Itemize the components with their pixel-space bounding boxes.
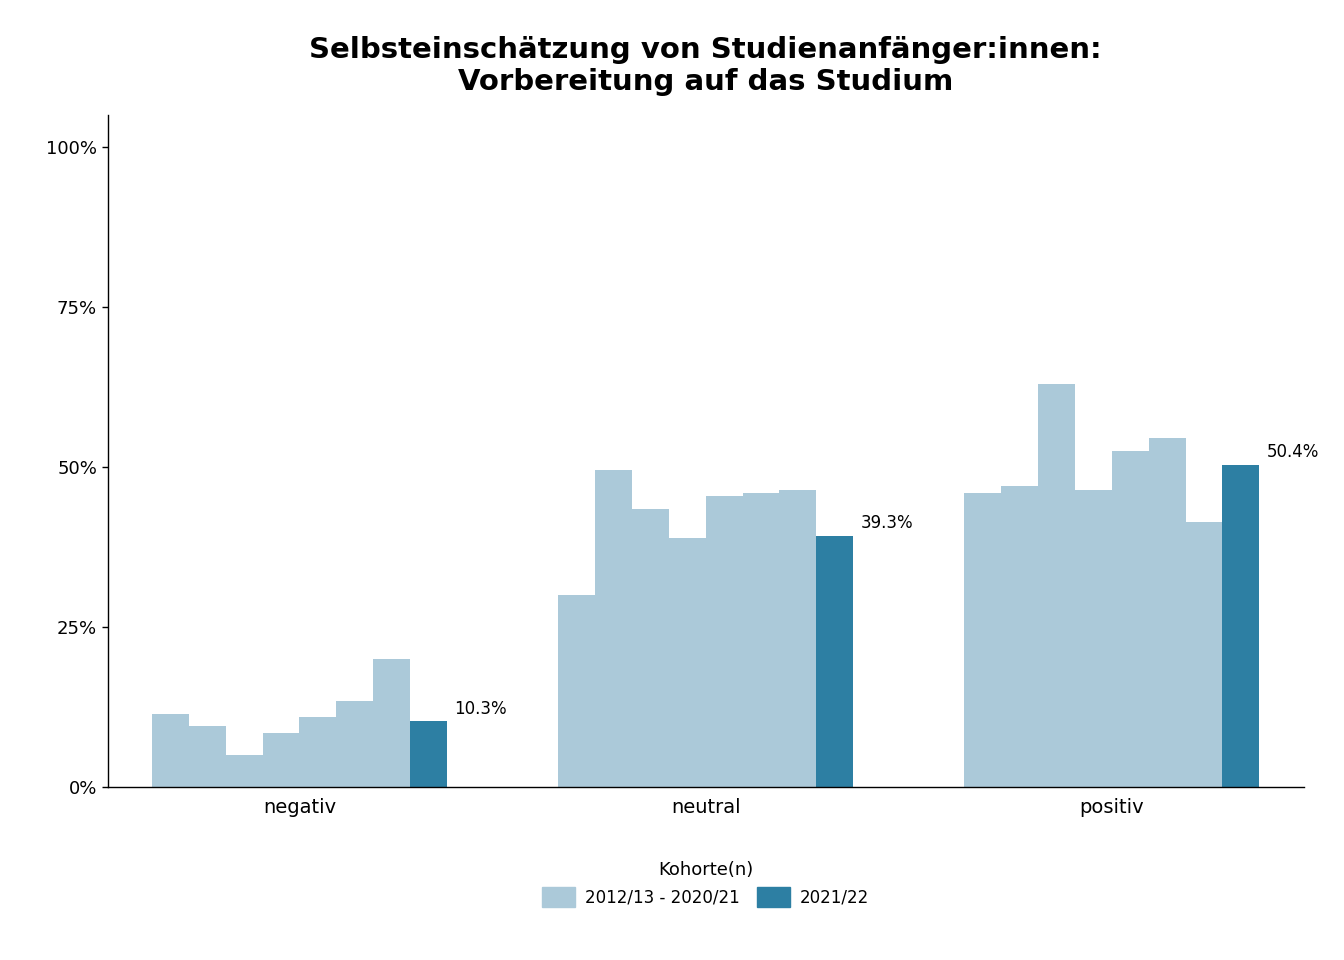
Bar — [816, 536, 853, 787]
Bar — [374, 660, 410, 787]
Bar — [742, 492, 780, 787]
Bar — [1149, 439, 1185, 787]
Bar — [1223, 465, 1259, 787]
Bar — [1185, 521, 1223, 787]
Bar — [632, 509, 669, 787]
Bar — [1001, 487, 1038, 787]
Bar — [410, 721, 448, 787]
Bar — [558, 595, 595, 787]
Legend: 2012/13 - 2020/21, 2021/22: 2012/13 - 2020/21, 2021/22 — [535, 854, 876, 913]
Bar — [152, 713, 188, 787]
Bar — [336, 701, 374, 787]
Text: 10.3%: 10.3% — [454, 700, 507, 718]
Bar — [780, 490, 816, 787]
Bar — [595, 470, 632, 787]
Bar — [1075, 490, 1111, 787]
Bar — [226, 756, 262, 787]
Bar — [964, 492, 1001, 787]
Bar — [1111, 451, 1149, 787]
Text: 39.3%: 39.3% — [860, 515, 914, 533]
Bar — [1038, 384, 1075, 787]
Bar — [300, 717, 336, 787]
Title: Selbsteinschätzung von Studienanfänger:innen:
Vorbereitung auf das Studium: Selbsteinschätzung von Studienanfänger:i… — [309, 36, 1102, 96]
Bar — [262, 732, 300, 787]
Bar — [669, 538, 706, 787]
Bar — [188, 727, 226, 787]
Bar — [706, 496, 742, 787]
Text: 50.4%: 50.4% — [1267, 444, 1320, 462]
